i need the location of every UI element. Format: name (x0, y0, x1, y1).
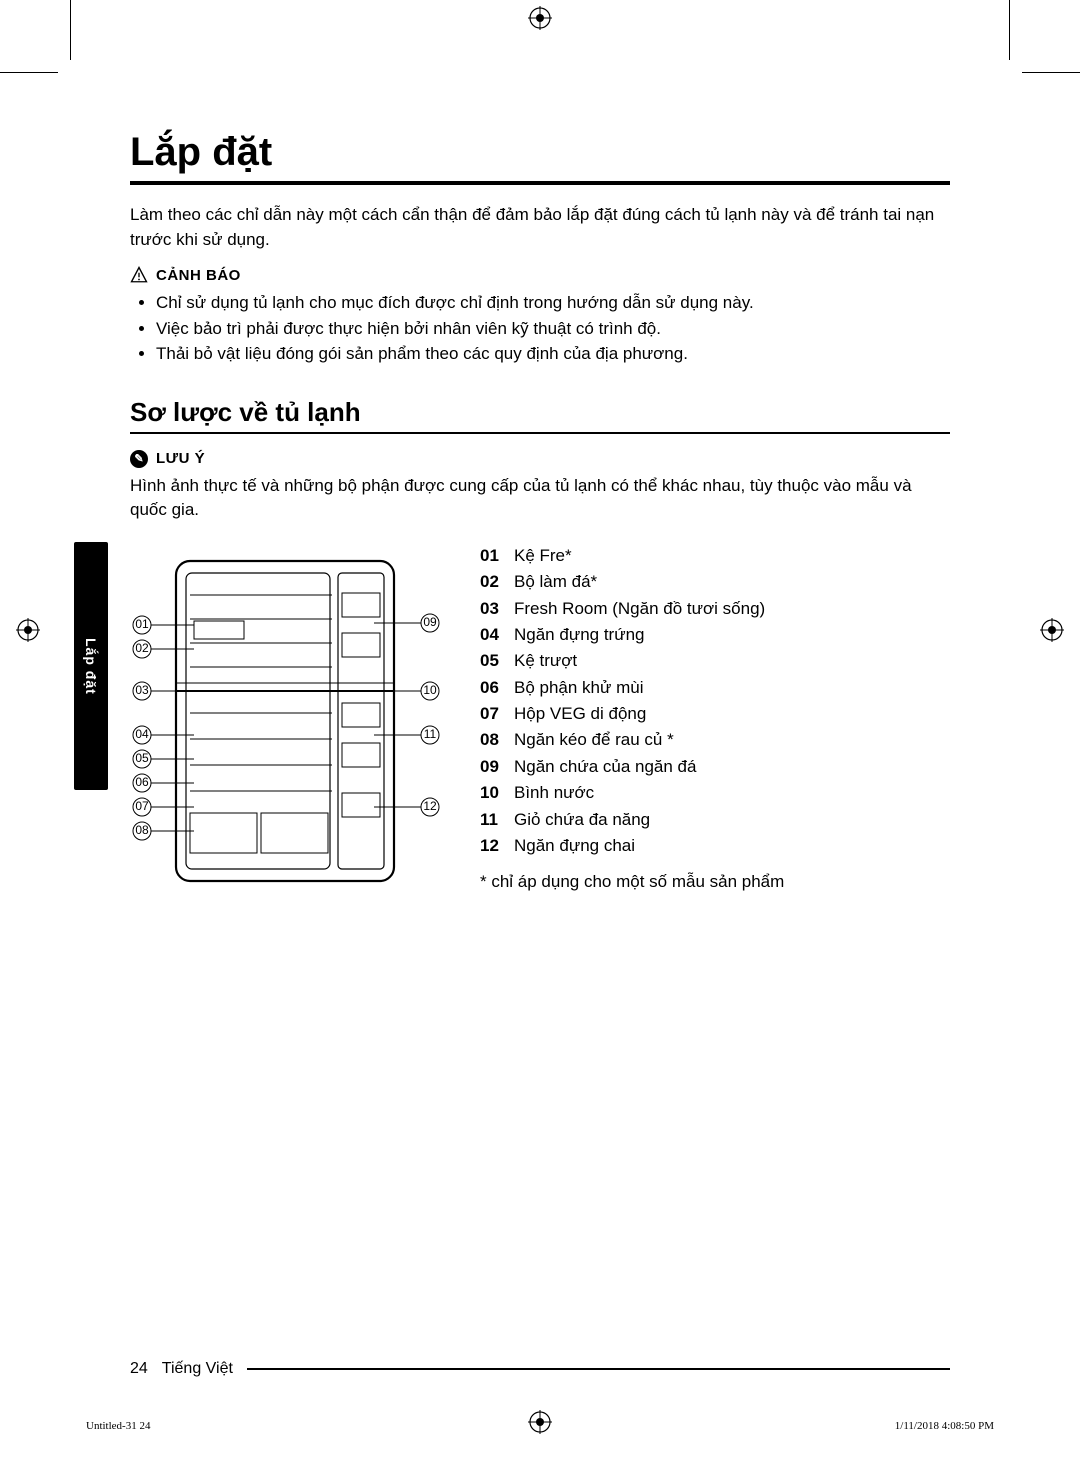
legend-text: Giỏ chứa đa năng (514, 807, 650, 833)
legend-row: 12 Ngăn đựng chai (480, 833, 950, 859)
legend-num: 11 (480, 807, 506, 833)
reg-mark-top (528, 6, 552, 30)
trim-right: 1/11/2018 4:08:50 PM (895, 1420, 994, 1432)
legend-num: 06 (480, 675, 506, 701)
legend-text: Ngăn chứa của ngăn đá (514, 754, 696, 780)
warning-bullet: Việc bảo trì phải được thực hiện bởi nhâ… (156, 316, 950, 342)
svg-text:12: 12 (423, 799, 437, 813)
page: Lắp đặt Lắp đặt Làm theo các chỉ dẫn này… (0, 0, 1080, 1472)
legend-text: Bộ làm đá* (514, 569, 597, 595)
crop-mark (0, 72, 58, 73)
legend-row: 10 Bình nước (480, 780, 950, 806)
trim-info: Untitled-31 24 1/11/2018 4:08:50 PM (0, 1420, 1080, 1432)
figure-and-legend: 010203040506070809101112 01Kệ Fre*02Bộ l… (130, 543, 950, 903)
legend-num: 12 (480, 833, 506, 859)
svg-text:11: 11 (424, 727, 437, 741)
warning-icon (130, 266, 148, 284)
reg-mark-left (16, 618, 40, 642)
legend-row: 03 Fresh Room (Ngăn đồ tươi sống) (480, 596, 950, 622)
svg-text:10: 10 (423, 683, 437, 697)
note-icon: ✎ (130, 450, 148, 468)
legend-row: 08 Ngăn kéo để rau củ * (480, 727, 950, 753)
svg-text:01: 01 (135, 617, 149, 631)
svg-text:03: 03 (135, 683, 149, 697)
legend-row: 01 Kệ Fre* (480, 543, 950, 569)
footer-rule (247, 1368, 950, 1370)
note-label: LƯU Ý (156, 450, 205, 467)
legend-num: 03 (480, 596, 506, 622)
warning-label: CẢNH BÁO (156, 267, 241, 284)
legend-text: Hộp VEG di động (514, 701, 646, 727)
legend-row: 04 Ngăn đựng trứng (480, 622, 950, 648)
crop-mark (70, 0, 71, 60)
legend-text: Ngăn kéo để rau củ * (514, 727, 674, 753)
content-area: Lắp đặt Làm theo các chỉ dẫn này một các… (130, 130, 950, 903)
svg-text:02: 02 (135, 641, 149, 655)
trim-left: Untitled-31 24 (86, 1420, 150, 1432)
warning-list: Chỉ sử dụng tủ lạnh cho mục đích được ch… (130, 290, 950, 367)
page-number: 24 (130, 1360, 148, 1378)
svg-text:08: 08 (135, 823, 149, 837)
crop-mark (1009, 0, 1010, 60)
legend-row: 11 Giỏ chứa đa năng (480, 807, 950, 833)
legend-num: 08 (480, 727, 506, 753)
legend-num: 07 (480, 701, 506, 727)
legend-row: 07 Hộp VEG di động (480, 701, 950, 727)
legend-num: 05 (480, 648, 506, 674)
warning-bullet: Thải bỏ vật liệu đóng gói sản phẩm theo … (156, 341, 950, 367)
language-label: Tiếng Việt (162, 1360, 233, 1378)
legend-footnote: * chỉ áp dụng cho một số mẫu sản phẩm (480, 869, 950, 895)
legend-text: Kệ trượt (514, 648, 577, 674)
fridge-diagram: 01 02 03 04 05 06 07 08 09 10 11 12 (130, 543, 440, 903)
legend-row: 06 Bộ phận khử mùi (480, 675, 950, 701)
note-text: Hình ảnh thực tế và những bộ phận được c… (130, 474, 950, 523)
side-tab-label: Lắp đặt (83, 638, 99, 695)
warning-bullet: Chỉ sử dụng tủ lạnh cho mục đích được ch… (156, 290, 950, 316)
legend-text: Bộ phận khử mùi (514, 675, 644, 701)
side-tab: Lắp đặt (74, 542, 108, 790)
svg-text:04: 04 (135, 727, 149, 741)
legend-num: 09 (480, 754, 506, 780)
svg-text:05: 05 (135, 751, 149, 765)
legend-num: 10 (480, 780, 506, 806)
intro-text: Làm theo các chỉ dẫn này một cách cẩn th… (130, 203, 950, 252)
legend-num: 02 (480, 569, 506, 595)
svg-text:07: 07 (135, 799, 149, 813)
legend-row: 09 Ngăn chứa của ngăn đá (480, 754, 950, 780)
legend-text: Ngăn đựng chai (514, 833, 635, 859)
page-footer: 24 Tiếng Việt (130, 1360, 950, 1378)
note-heading: ✎ LƯU Ý (130, 450, 950, 468)
crop-mark (1022, 72, 1080, 73)
legend-row: 05 Kệ trượt (480, 648, 950, 674)
reg-mark-right (1040, 618, 1064, 642)
page-title: Lắp đặt (130, 130, 950, 185)
legend-text: Ngăn đựng trứng (514, 622, 645, 648)
svg-text:06: 06 (135, 775, 149, 789)
legend: 01 Kệ Fre* 02 Bộ làm đá* 03 Fresh Room (Ngăn … (480, 543, 950, 903)
legend-text: Kệ Fre* (514, 543, 572, 569)
svg-text:09: 09 (423, 615, 437, 629)
legend-row: 02 Bộ làm đá* (480, 569, 950, 595)
warning-heading: CẢNH BÁO (130, 266, 950, 284)
legend-num: 04 (480, 622, 506, 648)
legend-text: Bình nước (514, 780, 594, 806)
section-title: Sơ lược về tủ lạnh (130, 397, 950, 434)
legend-num: 01 (480, 543, 506, 569)
legend-text: Fresh Room (Ngăn đồ tươi sống) (514, 596, 765, 622)
